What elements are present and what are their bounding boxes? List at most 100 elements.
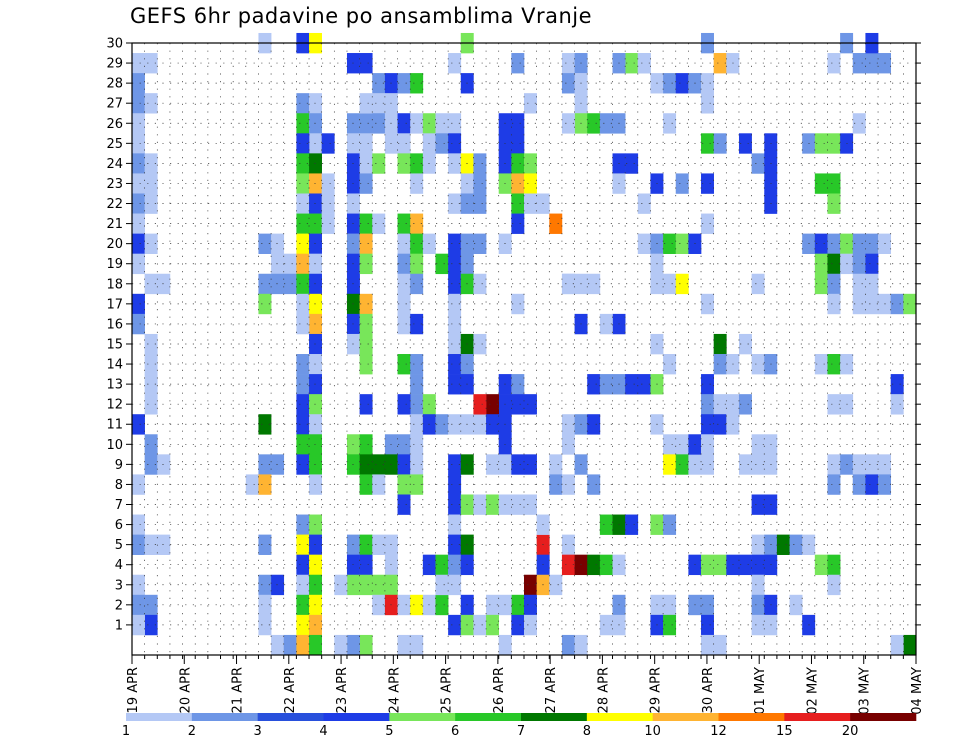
- heatmap-cell: [701, 634, 714, 656]
- heatmap-cell: [359, 153, 373, 174]
- heatmap-cell: [663, 73, 677, 94]
- x-tick-label: 27 APR: [544, 667, 559, 713]
- heatmap-cell: [448, 133, 462, 154]
- heatmap-cell: [271, 634, 285, 656]
- legend: 1 2 3 4 5 6 7 8 10 12 15 20: [122, 713, 917, 739]
- x-tick-label: 20 APR: [178, 667, 193, 713]
- x-tick-label: 01 MAY: [753, 667, 768, 715]
- heatmap-cell: [359, 634, 373, 656]
- heatmap-cell: [524, 173, 537, 194]
- heatmap-cell: [132, 233, 145, 254]
- heatmap-cell: [486, 614, 500, 636]
- heatmap-cell: [701, 454, 714, 475]
- heatmap-cell: [258, 574, 272, 596]
- heatmap-cell: [321, 193, 335, 214]
- heatmap-cell: [296, 354, 310, 375]
- heatmap-cell: [852, 454, 866, 475]
- heatmap-cell: [865, 454, 879, 475]
- heatmap-cell: [410, 374, 424, 395]
- y-tick-label: 3: [115, 578, 123, 593]
- heatmap-cell: [410, 313, 424, 335]
- legend-swatch: [323, 713, 390, 721]
- heatmap-cell: [258, 414, 272, 435]
- y-tick-label: 1: [115, 618, 123, 633]
- legend-label: 15: [776, 724, 793, 739]
- heatmap-cell: [637, 374, 651, 395]
- heatmap-cell: [144, 233, 158, 254]
- heatmap-cell: [511, 153, 525, 174]
- heatmap-cell: [852, 293, 866, 315]
- heatmap-cell: [359, 434, 373, 455]
- heatmap-cell: [701, 213, 714, 234]
- heatmap-cell: [701, 554, 714, 576]
- heatmap-cell: [144, 153, 158, 174]
- heatmap-cell: [258, 273, 272, 295]
- heatmap-cell: [397, 253, 411, 275]
- heatmap-cell: [144, 173, 158, 194]
- heatmap-cell: [448, 454, 462, 475]
- heatmap-cell: [397, 273, 411, 295]
- heatmap-cell: [157, 534, 171, 555]
- heatmap-cell: [448, 414, 462, 435]
- legend-label: 7: [517, 724, 525, 739]
- heatmap-cell: [410, 434, 424, 455]
- heatmap-cell: [738, 333, 752, 355]
- heatmap-cell: [296, 313, 310, 335]
- y-tick-label: 2: [115, 598, 123, 613]
- heatmap-cell: [258, 534, 272, 555]
- heatmap-cell: [435, 574, 449, 596]
- heatmap-cell: [663, 454, 677, 475]
- heatmap-cell: [827, 133, 841, 154]
- heatmap-cell: [473, 414, 487, 435]
- heatmap-cell: [701, 594, 714, 616]
- heatmap-cell: [663, 113, 677, 134]
- heatmap-cell: [372, 73, 386, 94]
- legend-swatch: [521, 713, 588, 721]
- heatmap-cell: [852, 53, 866, 74]
- y-tick-label: 5: [115, 538, 123, 553]
- heatmap-cell: [852, 273, 866, 295]
- heatmap-cell: [865, 293, 879, 315]
- heatmap-cell: [701, 293, 714, 315]
- heatmap-cell: [663, 233, 677, 254]
- heatmap-cell: [511, 614, 525, 636]
- heatmap-cell: [359, 333, 373, 355]
- heatmap-cell: [410, 474, 424, 495]
- heatmap-cell: [258, 474, 272, 495]
- y-tick-label: 30: [106, 37, 123, 52]
- heatmap-cell: [524, 614, 537, 636]
- heatmap-cell: [144, 614, 158, 636]
- heatmap-cell: [524, 454, 537, 475]
- heatmap-cell: [827, 554, 841, 576]
- heatmap-cell: [448, 574, 462, 596]
- heatmap-cell: [903, 293, 917, 315]
- heatmap-cell: [397, 153, 411, 174]
- x-tick-label: 23 APR: [335, 667, 350, 713]
- cells-layer: [132, 32, 917, 656]
- heatmap-cell: [245, 474, 259, 495]
- heatmap-cell: [713, 634, 727, 656]
- heatmap-cell: [561, 534, 575, 555]
- heatmap-cell: [296, 133, 310, 154]
- heatmap-cell: [675, 233, 689, 254]
- heatmap-cell: [435, 594, 449, 616]
- heatmap-cell: [334, 574, 348, 596]
- heatmap-cell: [486, 414, 500, 435]
- x-tick-label: 03 MAY: [858, 667, 873, 715]
- heatmap-cell: [448, 153, 462, 174]
- heatmap-cell: [410, 634, 424, 656]
- heatmap-cell: [359, 293, 373, 315]
- heatmap-cell: [334, 634, 348, 656]
- heatmap-cell: [372, 213, 386, 234]
- heatmap-cell: [144, 193, 158, 214]
- heatmap-cell: [511, 193, 525, 214]
- heatmap-cell: [486, 594, 500, 616]
- heatmap-cell: [359, 93, 373, 114]
- heatmap-cell: [903, 634, 917, 656]
- heatmap-cell: [473, 233, 487, 254]
- heatmap-cell: [675, 434, 689, 455]
- heatmap-cell: [751, 594, 765, 616]
- heatmap-cell: [132, 213, 145, 234]
- heatmap-cell: [410, 354, 424, 375]
- heatmap-cell: [713, 53, 727, 74]
